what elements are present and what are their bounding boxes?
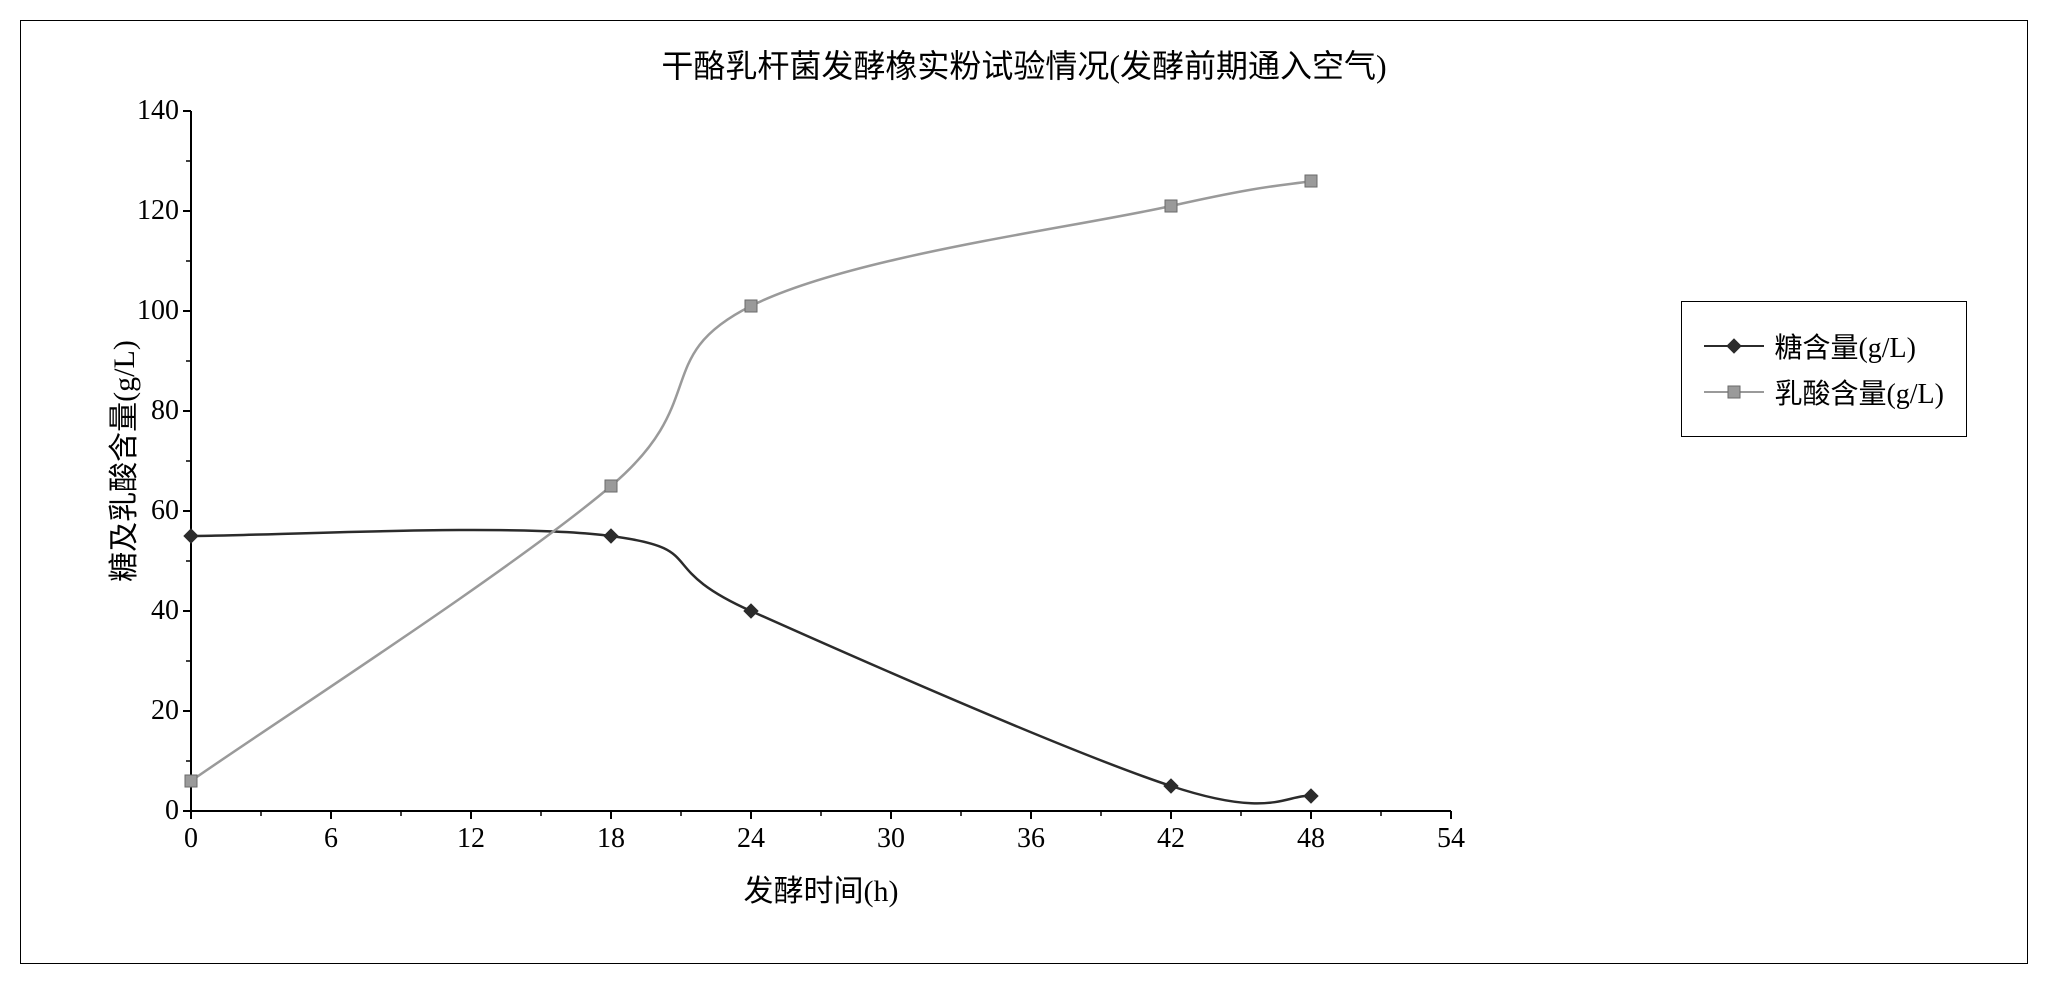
x-tick-label: 6 bbox=[324, 823, 338, 855]
plot-wrapper: 糖及乳酸含量(g/L) 0204060801001201400612182430… bbox=[101, 101, 2001, 931]
x-tick-label: 12 bbox=[457, 823, 485, 855]
x-tick-label: 18 bbox=[597, 823, 625, 855]
y-axis-label: 糖及乳酸含量(g/L) bbox=[99, 340, 143, 582]
series-marker-1 bbox=[605, 480, 617, 492]
y-tick-label: 140 bbox=[137, 95, 179, 127]
y-tick-label: 80 bbox=[151, 395, 179, 427]
y-tick-label: 20 bbox=[151, 695, 179, 727]
chart-title: 干酪乳杆菌发酵橡实粉试验情况(发酵前期通入空气) bbox=[21, 21, 2027, 87]
legend-item-1: 乳酸含量(g/L) bbox=[1704, 372, 1944, 412]
legend-label: 糖含量(g/L) bbox=[1774, 326, 1916, 366]
y-tick-label: 40 bbox=[151, 595, 179, 627]
legend-item-0: 糖含量(g/L) bbox=[1704, 326, 1944, 366]
chart-container: 干酪乳杆菌发酵橡实粉试验情况(发酵前期通入空气) 糖及乳酸含量(g/L) 020… bbox=[20, 20, 2028, 964]
series-marker-0 bbox=[744, 604, 758, 618]
x-tick-label: 48 bbox=[1297, 823, 1325, 855]
y-tick-label: 120 bbox=[137, 195, 179, 227]
series-marker-1 bbox=[745, 300, 757, 312]
legend: 糖含量(g/L) 乳酸含量(g/L) bbox=[1681, 301, 1967, 437]
x-tick-label: 36 bbox=[1017, 823, 1045, 855]
plot-area: 020406080100120140061218243036424854 bbox=[191, 111, 1451, 811]
series-marker-0 bbox=[1164, 779, 1178, 793]
y-tick-label: 100 bbox=[137, 295, 179, 327]
series-marker-1 bbox=[185, 775, 197, 787]
series-marker-0 bbox=[184, 529, 198, 543]
legend-marker-icon bbox=[1724, 382, 1744, 402]
x-tick-label: 54 bbox=[1437, 823, 1465, 855]
series-marker-1 bbox=[1305, 175, 1317, 187]
legend-label: 乳酸含量(g/L) bbox=[1774, 372, 1944, 412]
series-marker-0 bbox=[604, 529, 618, 543]
x-tick-label: 0 bbox=[184, 823, 198, 855]
x-tick-label: 24 bbox=[737, 823, 765, 855]
chart-svg bbox=[191, 111, 1451, 811]
x-axis-label: 发酵时间(h) bbox=[744, 866, 899, 910]
legend-line-icon bbox=[1704, 391, 1764, 394]
series-line-1 bbox=[191, 181, 1311, 781]
x-tick-label: 30 bbox=[877, 823, 905, 855]
legend-line-icon bbox=[1704, 345, 1764, 348]
series-marker-1 bbox=[1165, 200, 1177, 212]
y-tick-label: 60 bbox=[151, 495, 179, 527]
x-tick-label: 42 bbox=[1157, 823, 1185, 855]
series-marker-0 bbox=[1304, 789, 1318, 803]
y-tick-label: 0 bbox=[165, 795, 179, 827]
legend-marker-icon bbox=[1724, 336, 1744, 356]
